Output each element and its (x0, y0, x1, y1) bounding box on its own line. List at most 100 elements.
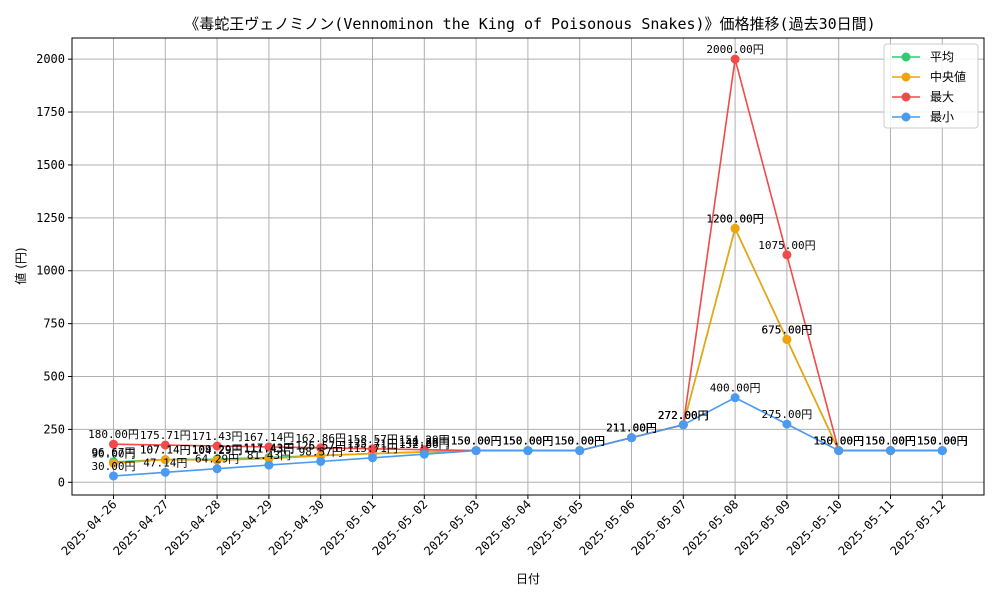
legend-box (883, 43, 979, 129)
data-point (316, 456, 326, 466)
legend-item: 中央値 (892, 69, 966, 84)
data-label: 117.43円 (244, 441, 295, 454)
data-label: 150.00円 (865, 435, 916, 448)
data-label: 211.00円 (606, 422, 657, 435)
series-layer (109, 54, 947, 481)
y-tick-label: 500 (43, 370, 65, 384)
data-label: 150.00円 (917, 435, 968, 448)
data-label: 175.71円 (140, 429, 191, 442)
data-label: 30.00円 (91, 460, 135, 473)
data-label: 1075.00円 (758, 239, 815, 252)
legend-marker (901, 72, 911, 82)
data-label: 81.43円 (247, 449, 291, 462)
data-point (212, 455, 222, 465)
data-label: 150.00円 (813, 435, 864, 448)
data-label: 171.43円 (192, 430, 243, 443)
data-label: 150.00円 (451, 435, 502, 448)
data-label: 115.71円 (347, 442, 398, 455)
data-label: 150.00円 (451, 435, 502, 448)
y-tick-label: 1500 (36, 158, 65, 172)
data-label: 167.14円 (244, 431, 295, 444)
data-label: 150.00円 (813, 435, 864, 448)
y-tick-label: 1000 (36, 264, 65, 278)
data-label: 150.00円 (503, 435, 554, 448)
data-point (160, 467, 170, 477)
data-label: 211.00円 (606, 422, 657, 435)
x-tick-label: 2025-05-12 (887, 497, 948, 558)
y-axis-ticks: 0 250 500 750 1000 1250 1500 1750 2000 (36, 52, 72, 489)
data-label: 47.14円 (143, 456, 187, 469)
data-label: 107.14円 (140, 444, 191, 457)
data-label: 154.29円 (399, 434, 450, 447)
data-point (109, 439, 118, 449)
y-tick-label: 2000 (36, 52, 65, 66)
data-label: 90.00円 (91, 447, 135, 460)
data-label: 180.00円 (88, 428, 139, 441)
data-label: 150.00円 (554, 435, 605, 448)
legend-marker (901, 92, 911, 102)
legend-marker (901, 52, 911, 62)
data-label: 162.86円 (295, 432, 346, 445)
x-axis-label: 日付 (516, 572, 540, 586)
chart-title: 《毒蛇王ヴェノミノン(Vennominon the King of Poison… (184, 15, 875, 33)
data-point (264, 454, 274, 464)
data-point (471, 446, 481, 456)
data-label: 158.57円 (347, 433, 398, 446)
legend-label: 中央値 (930, 69, 966, 84)
data-label: 64.29円 (195, 453, 239, 466)
legend-label: 最大 (930, 90, 954, 104)
data-label: 111.43円 (244, 443, 295, 456)
data-label: 400.00円 (710, 382, 761, 395)
data-label: 150.00円 (917, 435, 968, 448)
data-point (316, 443, 326, 453)
data-label: 150.00円 (813, 435, 864, 448)
data-label: 1200.00円 (706, 212, 763, 225)
data-label: 150.00円 (451, 435, 502, 448)
data-label: 211.00円 (606, 422, 657, 435)
legend-item: 最小 (892, 110, 954, 124)
data-label: 675.00円 (762, 323, 813, 336)
data-point (264, 442, 274, 452)
series-3 (109, 393, 947, 481)
data-label: 98.57円 (299, 445, 343, 458)
data-label: 109.29円 (192, 443, 243, 456)
data-point (419, 449, 429, 459)
y-axis-label: 値 (円) (13, 247, 28, 284)
data-point (212, 441, 222, 451)
data-point (834, 446, 844, 456)
data-label: 142.86円 (399, 436, 450, 449)
data-point (937, 446, 947, 456)
data-point (523, 446, 533, 456)
data-labels: 96.67円 107.14円 109.29円 117.43円 126.57円 135.71… (88, 43, 968, 473)
data-label: 150.00円 (451, 435, 502, 448)
data-label: 1200.00円 (706, 212, 763, 225)
data-point (730, 393, 740, 403)
data-point (627, 433, 636, 443)
y-tick-label: 1750 (36, 105, 65, 119)
data-label: 150.00円 (503, 435, 554, 448)
data-label: 150.00円 (865, 435, 916, 448)
data-label: 272.00円 (658, 409, 709, 422)
data-point (368, 444, 377, 454)
data-label: 96.67円 (91, 446, 135, 459)
grid (72, 38, 984, 495)
data-label: 150.00円 (865, 435, 916, 448)
data-label: 135.71円 (347, 438, 398, 451)
data-point (730, 54, 740, 64)
x-axis-ticks: 2025-04-262025-04-272025-04-282025-04-29… (59, 495, 948, 558)
data-label: 272.00円 (658, 409, 709, 422)
data-point (160, 455, 170, 465)
y-tick-label: 750 (43, 317, 65, 331)
data-label: 150.00円 (865, 435, 916, 448)
data-label: 125.57円 (295, 440, 346, 453)
data-point (782, 334, 792, 344)
data-label: 675.00円 (762, 323, 813, 336)
data-label: 150.00円 (554, 435, 605, 448)
y-tick-label: 0 (58, 475, 65, 489)
legend-label: 平均 (930, 50, 954, 64)
data-label: 150.00円 (554, 435, 605, 448)
data-label: 211.00円 (606, 422, 657, 435)
y-tick-label: 1250 (36, 211, 65, 225)
data-point (782, 419, 792, 429)
